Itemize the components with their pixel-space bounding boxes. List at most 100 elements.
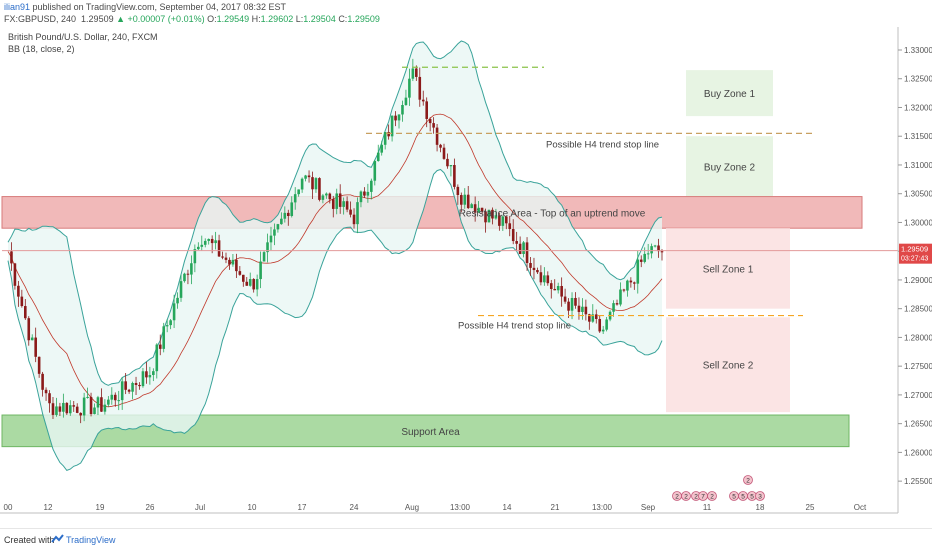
tradingview-logo-icon[interactable] [51, 533, 64, 546]
price-tick-label: 1.28500 [904, 305, 932, 314]
candle[interactable] [377, 145, 380, 162]
candle-body [640, 260, 643, 262]
candle-body [623, 289, 626, 290]
publish-info: published on TradingView.com, September … [33, 2, 287, 12]
candle-body [650, 246, 653, 253]
candle-body [187, 274, 190, 275]
candle-body [370, 181, 373, 192]
candle-body [155, 345, 158, 372]
candle-body [194, 249, 197, 263]
event-badge-label: 3 [758, 494, 762, 501]
candle-body [446, 159, 449, 166]
open-value: 1.29549 [217, 14, 250, 24]
candle-body [363, 192, 366, 196]
high-value: 1.29602 [261, 14, 294, 24]
time-tick-label: 24 [350, 503, 359, 512]
candle-body [567, 302, 570, 311]
candle-body [225, 258, 228, 260]
candle-body [259, 262, 262, 280]
candle-body [214, 240, 217, 243]
price-tick-label: 1.29000 [904, 276, 932, 285]
symbol-line: FX:GBPUSD, 240 1.29509 ▲ +0.00007 (+0.01… [4, 13, 380, 25]
candle-body [169, 320, 172, 325]
time-tick-label: 14 [503, 503, 512, 512]
candle-body [301, 179, 304, 190]
candle[interactable] [14, 263, 17, 290]
time-tick-label: 21 [551, 503, 560, 512]
candle-body [325, 194, 328, 196]
candle-body [297, 189, 300, 194]
candle-body [332, 199, 335, 209]
low-value: 1.29504 [303, 14, 336, 24]
candle-body [512, 229, 515, 241]
buy-zone-1-label: Buy Zone 1 [704, 89, 756, 100]
candle-body [335, 193, 338, 208]
candle-body [322, 195, 325, 199]
candle-body [329, 194, 332, 200]
indicator-legend: BB (18, close, 2) [8, 44, 75, 54]
candle-body [52, 403, 55, 415]
candle-body [394, 116, 397, 121]
candle-body [176, 298, 179, 303]
event-badge-label: 2 [694, 494, 698, 501]
candle-body [145, 371, 148, 377]
candle-body [190, 263, 193, 274]
candle-body [308, 175, 311, 177]
candle-body [349, 210, 352, 215]
time-tick-label: 11 [703, 503, 712, 512]
candle-body [135, 383, 138, 385]
author-link[interactable]: ilian91 [4, 2, 30, 12]
candle-body [121, 381, 124, 400]
sell-zone-2-label: Sell Zone 2 [703, 361, 754, 372]
symbol: FX:GBPUSD, 240 [4, 14, 76, 24]
candle-body [228, 260, 231, 265]
candle-body [543, 275, 546, 282]
candle-body [197, 247, 200, 249]
candle-body [560, 286, 563, 297]
close-label: C: [338, 14, 347, 24]
tradingview-link[interactable]: TradingView [66, 535, 116, 545]
price-tick-label: 1.31500 [904, 132, 932, 141]
candle-body [232, 260, 235, 265]
candle-body [239, 271, 242, 275]
price-tag-countdown: 03:27:43 [901, 256, 928, 263]
close-value: 1.29509 [347, 14, 380, 24]
candle-body [256, 279, 259, 289]
candle-body [373, 161, 376, 181]
candle[interactable] [66, 402, 69, 415]
candle[interactable] [162, 323, 165, 352]
candle-body [48, 393, 51, 403]
event-badge-label: 2 [746, 478, 750, 485]
resistance-area[interactable] [2, 197, 862, 229]
candle-body [557, 286, 560, 290]
candle-body [422, 100, 425, 102]
candle-body [636, 260, 639, 284]
candle-body [117, 400, 120, 401]
candle-body [162, 326, 165, 349]
candle-body [412, 68, 415, 78]
candle-body [280, 219, 283, 224]
candle-body [277, 224, 280, 229]
candle-body [529, 263, 532, 268]
candle[interactable] [183, 273, 186, 283]
price-tick-label: 1.32500 [904, 75, 932, 84]
price-chart[interactable]: Buy Zone 1 Buy Zone 2 Resistance Area - To… [0, 27, 932, 517]
candle[interactable] [318, 177, 321, 201]
candle-body [564, 297, 567, 302]
candle-body [533, 268, 536, 270]
candle-body [10, 251, 13, 263]
candle-body [605, 319, 608, 329]
candle-body [245, 282, 248, 286]
chart-pane[interactable]: Buy Zone 1 Buy Zone 2 Resistance Area - To… [0, 27, 932, 517]
candle-body [602, 330, 605, 332]
candle-body [124, 381, 127, 389]
candle-body [398, 114, 401, 120]
candle-body [41, 374, 44, 390]
price-tick-label: 1.26000 [904, 448, 932, 457]
candle-body [152, 371, 155, 375]
candle-body [131, 383, 134, 392]
candle-body [270, 236, 273, 243]
candle-body [515, 241, 518, 244]
candle-body [436, 128, 439, 145]
candle-body [138, 385, 141, 386]
